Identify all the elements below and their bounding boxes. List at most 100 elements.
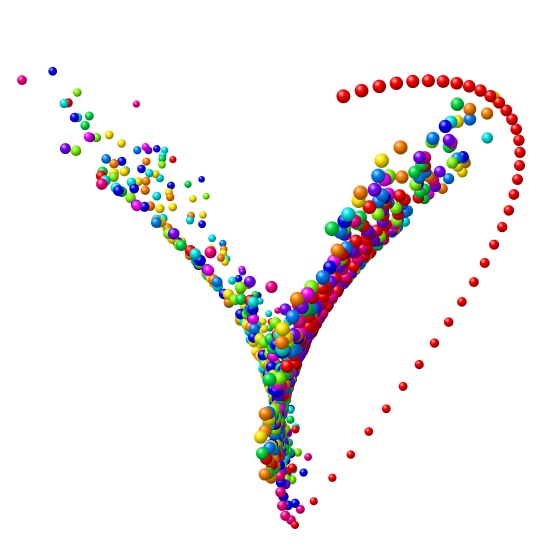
trajectory-bead	[421, 74, 435, 88]
trajectory-bead	[429, 338, 440, 348]
trajectory-bead	[260, 325, 268, 333]
trajectory-bead	[324, 221, 340, 237]
trajectory-bead	[142, 157, 151, 166]
trajectory-bead	[506, 113, 518, 126]
trajectory-beads	[17, 66, 526, 529]
trajectory-bead	[446, 156, 459, 169]
trajectory-bead	[275, 321, 291, 337]
trajectory-bead	[514, 146, 526, 158]
trajectory-bead	[341, 207, 356, 222]
trajectory-bead	[141, 143, 150, 151]
trajectory-bead	[204, 246, 217, 259]
trajectory-bead	[367, 182, 382, 197]
trajectory-bead	[132, 100, 140, 108]
trajectory-bead	[84, 111, 94, 121]
trajectory-bead	[398, 381, 408, 391]
trajectory-bead	[280, 510, 291, 521]
trajectory-bead	[354, 83, 369, 98]
trajectory-bead	[104, 130, 114, 140]
trajectory-bead	[69, 112, 80, 123]
trajectory-bead	[184, 180, 192, 188]
trajectory-bead	[137, 164, 146, 174]
trajectory-bead	[262, 372, 277, 387]
trajectory-bead	[362, 200, 377, 214]
trajectory-bead	[364, 427, 374, 436]
trajectory-bead	[372, 79, 387, 94]
trajectory-bead	[189, 195, 197, 203]
trajectory-bead	[346, 450, 356, 459]
trajectory-bead	[248, 323, 260, 335]
trajectory-bead	[462, 80, 476, 93]
trajectory-bead	[145, 169, 154, 178]
trajectory-bead	[113, 185, 124, 197]
trajectory-bead	[185, 216, 195, 225]
trajectory-bead	[512, 174, 523, 185]
trajectory-bead	[155, 203, 165, 214]
trajectory-bead	[374, 153, 389, 168]
trajectory-bead	[484, 89, 497, 103]
trajectory-bead	[59, 143, 71, 155]
trajectory-bead	[328, 473, 337, 482]
trajectory-bead	[129, 183, 140, 194]
trajectory-bead	[438, 119, 452, 133]
trajectory-bead	[513, 159, 526, 172]
trajectory-bead	[158, 155, 166, 163]
trajectory-bead	[117, 139, 126, 148]
trajectory-bead	[442, 133, 456, 147]
trajectory-bead	[133, 146, 142, 155]
trajectory-bead	[474, 84, 487, 97]
trajectory-bead	[265, 361, 277, 373]
trajectory-bead	[510, 123, 522, 135]
trajectory-bead	[479, 257, 490, 269]
trajectory-bead	[208, 234, 216, 243]
trajectory-bead	[211, 276, 223, 288]
trajectory-bead	[468, 277, 479, 288]
trajectory-bead	[243, 275, 256, 288]
trajectory-bead	[167, 227, 180, 240]
trajectory-bead	[153, 145, 161, 153]
trajectory-bead	[353, 185, 368, 200]
trajectory-bead	[381, 404, 391, 414]
trajectory-bead	[330, 243, 345, 258]
trajectory-bead	[463, 113, 477, 126]
trajectory-bead	[408, 165, 422, 179]
trajectory-bead	[108, 171, 119, 183]
trajectory-bead	[497, 221, 508, 233]
trajectory-bead	[436, 74, 450, 88]
trajectory-bead	[450, 97, 464, 111]
trajectory-bead	[323, 260, 337, 275]
trajectory-bead	[219, 239, 227, 248]
trajectory-bead	[293, 448, 302, 457]
trajectory-bead	[238, 268, 247, 276]
trajectory-bead	[414, 359, 424, 370]
trajectory-bead	[167, 181, 175, 190]
trajectory-bead	[247, 296, 260, 309]
trajectory-bead	[393, 140, 408, 155]
trajectory-bead	[258, 468, 272, 481]
trajectory-bead	[48, 66, 58, 76]
trajectory-bead	[480, 107, 494, 120]
trajectory-bead	[426, 131, 440, 146]
trajectory-bead	[235, 293, 247, 305]
trajectory-bead	[131, 200, 143, 212]
trajectory-bead	[481, 132, 493, 144]
trajectory-bead	[253, 430, 268, 444]
trajectory-bead	[96, 178, 108, 190]
trajectory-bead	[234, 281, 247, 294]
trajectory-bead	[393, 189, 407, 202]
trajectory-bead	[199, 211, 207, 219]
trajectory-bead	[315, 270, 330, 284]
trajectory-bead	[289, 291, 305, 307]
trajectory-bead	[152, 191, 162, 201]
trajectory-bead	[101, 154, 111, 164]
trajectory-bead	[493, 96, 506, 109]
trajectory-bead	[265, 280, 278, 294]
trajectory-bead	[276, 500, 288, 511]
trajectory-bead	[141, 176, 151, 186]
trajectory-bead	[413, 150, 427, 165]
trajectory-bead	[198, 220, 207, 229]
trajectory-bead	[158, 160, 166, 169]
trajectory-bead	[169, 155, 177, 164]
trajectory-bead	[285, 309, 301, 324]
